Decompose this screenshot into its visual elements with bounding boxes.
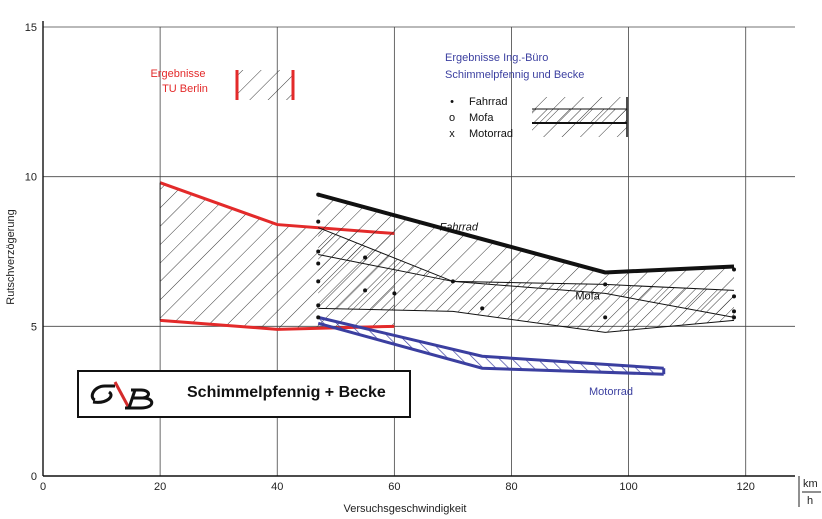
x-tick-label: 0 <box>40 481 46 493</box>
series-label-fahrrad: Fahrrad <box>440 222 479 234</box>
legend-tu-subtitle: TU Berlin <box>162 83 208 95</box>
data-point <box>732 294 737 299</box>
band-fill-mofa <box>318 227 735 333</box>
data-point <box>480 306 485 311</box>
data-point <box>392 291 397 296</box>
data-point <box>316 315 321 320</box>
legend-ib-subtitle: Schimmelpfennig und Becke <box>445 69 584 81</box>
data-point <box>316 249 321 254</box>
legend-ib-label-motorrad: Motorrad <box>469 128 513 140</box>
data-point <box>732 267 737 272</box>
legend-ib-label-fahrrad: Fahrrad <box>469 96 508 108</box>
x-tick-label: 60 <box>388 481 400 493</box>
legend-ib-label-mofa: Mofa <box>469 112 494 124</box>
legend-ib-swatch-inner <box>532 109 627 123</box>
x-tick-label: 120 <box>737 481 755 493</box>
data-point <box>316 303 321 308</box>
unit-h: h <box>807 495 813 507</box>
series-label-mofa: Mofa <box>575 290 600 302</box>
x-tick-label: 20 <box>154 481 166 493</box>
legend-ib-marker-fahrrad: • <box>450 96 454 108</box>
band-upper-fahrrad <box>317 192 735 275</box>
company-logo-box: Schimmelpfennig + Becke <box>77 370 411 418</box>
series-label-motorrad: Motorrad <box>589 386 633 398</box>
legend-ib-marker-mofa: o <box>449 112 455 124</box>
y-tick-label: 5 <box>31 321 37 333</box>
company-name: Schimmelpfennig + Becke <box>187 384 386 401</box>
axes: 0 20 40 60 80 100 120 0 5 10 15 <box>25 21 795 493</box>
legends: Ergebnisse TU Berlin Ergebnisse Ing.-Büro S… <box>150 52 628 140</box>
sb-logo-icon <box>90 381 154 410</box>
data-points <box>316 192 737 320</box>
band-fill-motorrad <box>318 317 664 375</box>
band-lower-mofa <box>318 307 735 333</box>
x-tick-label: 40 <box>271 481 283 493</box>
band-upper-motorrad <box>317 315 664 370</box>
unit-km: km <box>803 478 818 490</box>
data-point <box>732 315 737 320</box>
band-lower-motorrad <box>317 321 664 376</box>
grid <box>43 26 795 476</box>
x-tick-label: 80 <box>505 481 517 493</box>
data-point <box>316 192 321 197</box>
data-point <box>363 288 368 293</box>
data-point <box>316 219 321 224</box>
legend-tu-swatch <box>237 70 293 100</box>
y-axis-label: Rutschverzögerung <box>5 209 17 304</box>
legend-ib-marker-motorrad: x <box>449 128 455 140</box>
legend-tu-title: Ergebnisse <box>150 68 205 80</box>
x-tick-label: 100 <box>619 481 637 493</box>
data-point <box>316 261 321 266</box>
y-tick-label: 15 <box>25 22 37 34</box>
data-point <box>732 309 737 314</box>
data-bands: Fahrrad Mofa Motorrad <box>159 181 735 398</box>
data-point <box>363 255 368 260</box>
band-upper-mofa <box>318 227 735 291</box>
data-point <box>603 315 608 320</box>
y-tick-label: 10 <box>25 172 37 184</box>
x-axis-label: Versuchsgeschwindigkeit <box>344 503 467 515</box>
data-point <box>603 282 608 287</box>
y-tick-label: 0 <box>31 471 37 483</box>
data-point <box>450 279 455 284</box>
data-point <box>316 279 321 284</box>
legend-ib-title: Ergebnisse Ing.-Büro <box>445 52 548 64</box>
